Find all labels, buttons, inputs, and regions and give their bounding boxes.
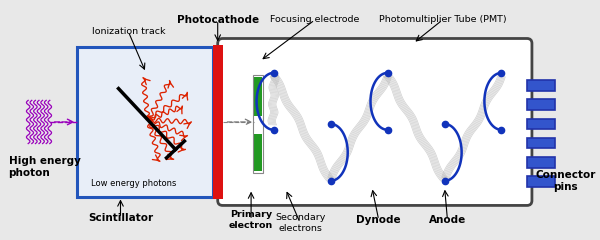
Bar	[253, 75, 263, 173]
Text: Photocathode: Photocathode	[176, 15, 259, 25]
Text: Focusing electrode: Focusing electrode	[270, 15, 359, 24]
Text: Scintillator: Scintillator	[88, 213, 153, 223]
Bar	[527, 119, 554, 129]
Text: Low energy photons: Low energy photons	[91, 179, 176, 188]
Bar	[213, 45, 223, 198]
Bar	[527, 176, 554, 187]
Text: Photomultiplier Tube (PMT): Photomultiplier Tube (PMT)	[379, 15, 506, 24]
FancyBboxPatch shape	[218, 38, 532, 205]
Text: Anode: Anode	[429, 215, 466, 225]
Text: Dynode: Dynode	[356, 215, 401, 225]
Bar	[254, 134, 262, 171]
Text: Secondary
electrons: Secondary electrons	[275, 213, 325, 233]
Text: Ionization track: Ionization track	[92, 27, 165, 36]
Text: Connector
pins: Connector pins	[535, 170, 596, 192]
Bar	[77, 47, 213, 197]
Bar	[527, 99, 554, 110]
Text: Primary
electron: Primary electron	[229, 210, 273, 230]
Bar	[527, 157, 554, 168]
Bar	[527, 138, 554, 149]
Bar	[527, 80, 554, 91]
Text: High energy
photon: High energy photon	[8, 156, 80, 178]
Bar	[254, 77, 262, 116]
